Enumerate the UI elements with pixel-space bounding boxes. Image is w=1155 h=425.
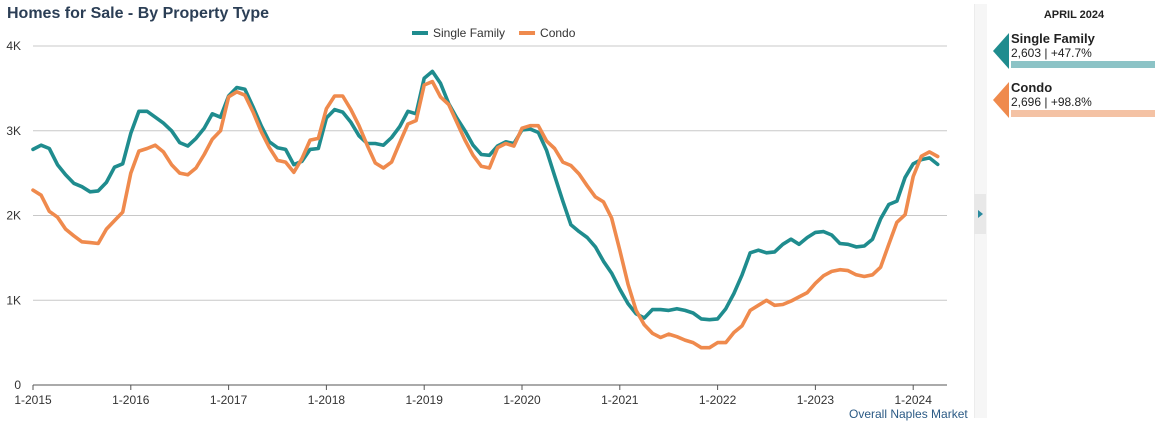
- card-stat: 2,603 | +47.7%: [1011, 46, 1092, 60]
- x-tick-label: 1-2018: [308, 393, 346, 407]
- x-tick-label: 1-2016: [112, 393, 150, 407]
- line-chart: 0 1K 2K 3K 4K 1-2015 1-2016 1-2017 1-2018 1-2019…: [6, 26, 947, 407]
- gridlines: [33, 45, 947, 301]
- x-tick-label: 1-2021: [601, 393, 639, 407]
- y-tick-label: 0: [14, 378, 21, 392]
- y-tick-label: 1K: [6, 293, 21, 307]
- series-line-condo[interactable]: [31, 79, 940, 350]
- x-tick-label: 1-2022: [699, 393, 737, 407]
- panel-period: APRIL 2024: [1043, 9, 1105, 21]
- legend-label[interactable]: Condo: [540, 26, 576, 40]
- y-tick-label: 4K: [6, 39, 21, 53]
- x-axis: 1-2015 1-2016 1-2017 1-2018 1-2019 1-2020 1-20…: [14, 384, 947, 407]
- card-stat: 2,696 | +98.8%: [1011, 95, 1092, 109]
- single-family-bar: [1011, 61, 1155, 68]
- card-name: Condo: [1011, 80, 1053, 95]
- legend[interactable]: Single Family Condo: [412, 26, 576, 40]
- y-tick-label: 2K: [6, 209, 21, 223]
- condo-bar: [1011, 110, 1155, 117]
- x-tick-label: 1-2024: [895, 393, 933, 407]
- x-tick-label: 1-2015: [14, 393, 52, 407]
- card-name: Single Family: [1011, 31, 1095, 46]
- legend-label[interactable]: Single Family: [433, 26, 505, 40]
- condo-marker-icon: [993, 82, 1009, 118]
- x-tick-label: 1-2023: [797, 393, 835, 407]
- source-label: Overall Naples Market: [849, 407, 968, 421]
- card-condo[interactable]: Condo 2,696 | +98.8%: [993, 80, 1155, 120]
- card-single-family[interactable]: Single Family 2,603 | +47.7%: [993, 31, 1155, 71]
- x-tick-label: 1-2017: [210, 393, 248, 407]
- x-tick-label: 1-2019: [406, 393, 444, 407]
- y-tick-label: 3K: [6, 124, 21, 138]
- series-line-single-family[interactable]: [31, 69, 940, 322]
- single-family-marker-icon: [993, 33, 1009, 69]
- chart-title: Homes for Sale - By Property Type: [7, 5, 269, 22]
- series-lines: [31, 69, 940, 350]
- x-tick-label: 1-2020: [503, 393, 541, 407]
- y-axis-tick-labels: 0 1K 2K 3K 4K: [6, 39, 21, 392]
- expand-arrow-icon[interactable]: [978, 210, 983, 218]
